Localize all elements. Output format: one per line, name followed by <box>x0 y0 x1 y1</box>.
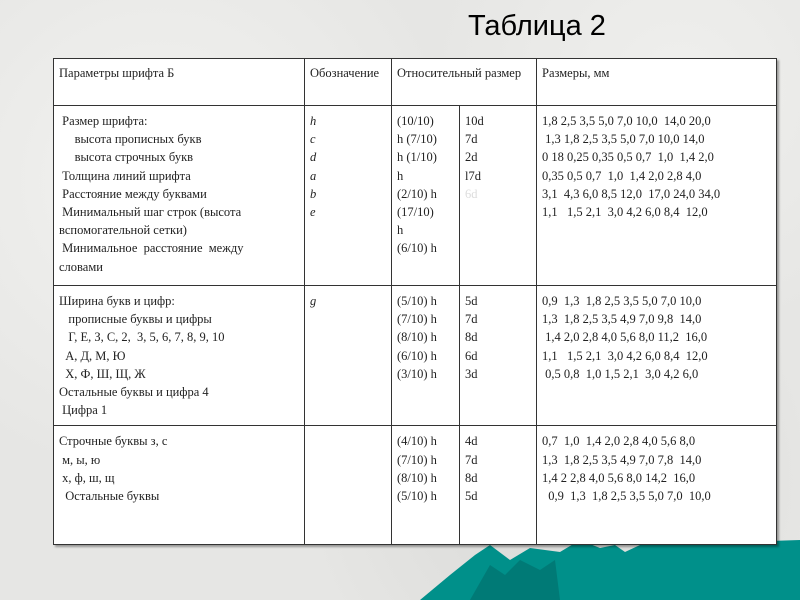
table-row: Строчные буквы з, с м, ы, ю х, ф, ш, щ О… <box>53 425 777 545</box>
sizes-line: 1,8 2,5 3,5 5,0 7,0 10,0 14,0 20,0 <box>542 114 711 128</box>
sizes-line: 0,7 1,0 1,4 2,0 2,8 4,0 5,6 8,0 <box>542 434 696 449</box>
params-cell: Ширина букв и цифр: прописные буквы и ци… <box>53 284 305 427</box>
params-line: Остальные буквы <box>59 489 160 504</box>
params-line: м, ы, ю <box>59 452 101 467</box>
sizes-line: 1,1 1,5 2,1 3,0 4,2 6,0 8,4 12,0 <box>542 348 708 363</box>
symbols-line: b <box>310 186 317 201</box>
sizes-line: 0,35 0,5 0,7 1,0 1,4 2,0 2,8 4,0 <box>542 168 702 183</box>
relative-line: (4/10) h <box>397 434 437 449</box>
symbols-line: d <box>310 150 317 165</box>
relative-line: (5/10) h <box>397 294 437 308</box>
symbols-line: g <box>310 294 317 308</box>
params-line: Минимальный шаг строк (высота <box>59 205 242 220</box>
d-values-line: 5d <box>465 294 478 308</box>
relative-line: h <box>397 223 404 238</box>
relative-line: (8/10) h <box>397 470 437 485</box>
relative-line: (10/10) <box>397 114 434 128</box>
relative-line: (6/10) h <box>397 241 437 256</box>
sizes-cell: 0,7 1,0 1,4 2,0 2,8 4,0 5,6 8,0 1,3 1,8 2… <box>536 425 777 545</box>
sizes-line: 1,3 1,8 2,5 3,5 5,0 7,0 10,0 14,0 <box>542 132 705 147</box>
params-line: Размер шрифта: <box>59 114 148 128</box>
params-line: высота прописных букв <box>59 132 202 147</box>
font-parameters-table: Параметры шрифта Б Обозначение Относител… <box>53 58 777 545</box>
params-line: Х, Ф, Ш, Щ, Ж <box>59 366 146 381</box>
params-line: словами <box>59 259 103 274</box>
table-row: Ширина букв и цифр: прописные буквы и ци… <box>53 284 777 427</box>
relative-line: (6/10) h <box>397 348 437 363</box>
relative-line: (2/10) h <box>397 186 437 201</box>
relative-cell: (10/10) h (7/10) h (1/10) h (2/10) h (17/10) h… <box>391 105 460 286</box>
d-values-line: 2d <box>465 150 478 165</box>
params-line: Цифра 1 <box>59 403 108 418</box>
sizes-cell: 0,9 1,3 1,8 2,5 3,5 5,0 7,0 10,0 1,3 1,8 … <box>536 284 777 427</box>
d-values-line: 7d <box>465 132 478 147</box>
d-values-line: 6d <box>465 186 478 201</box>
d-values-line: l7d <box>465 168 481 183</box>
symbol-cell: g <box>304 284 392 427</box>
params-line: Минимальное расстояние между <box>59 241 244 256</box>
sizes-line: 0 18 0,25 0,35 0,5 0,7 1,0 1,4 2,0 <box>542 150 714 165</box>
d-values-line: 6d <box>465 348 478 363</box>
sizes-line: 0,5 0,8 1,0 1,5 2,1 3,0 4,2 6,0 <box>542 366 699 381</box>
params-line: Расстояние между буквами <box>59 186 207 201</box>
header-symbol: Обозначение <box>304 58 392 106</box>
sizes-line: 1,3 1,8 2,5 3,5 4,9 7,0 7,8 14,0 <box>542 452 702 467</box>
table-header-row: Параметры шрифта Б Обозначение Относител… <box>53 58 777 106</box>
d-value-cell: 10d 7d 2d l7d 6d <box>459 105 537 286</box>
table-row: Размер шрифта: высота прописных букв выс… <box>53 105 777 286</box>
sizes-line: 1,1 1,5 2,1 3,0 4,2 6,0 8,4 12,0 <box>542 205 708 220</box>
params-line: высота строчных букв <box>59 150 194 165</box>
relative-line: h (7/10) <box>397 132 437 147</box>
d-values-line: 5d <box>465 489 478 504</box>
relative-line: (3/10) h <box>397 366 437 381</box>
relative-line: (5/10) h <box>397 489 437 504</box>
params-line: Ширина букв и цифр: <box>59 294 175 308</box>
symbols-line: e <box>310 205 316 220</box>
d-values-line: 8d <box>465 330 478 345</box>
header-params: Параметры шрифта Б <box>53 58 305 106</box>
d-values-line: 3d <box>465 366 478 381</box>
params-cell: Строчные буквы з, с м, ы, ю х, ф, ш, щ О… <box>53 425 305 545</box>
d-value-cell: 4d 7d 8d 5d <box>459 425 537 545</box>
params-line: вспомогательной сетки) <box>59 223 187 238</box>
params-line: А, Д, М, Ю <box>59 348 126 363</box>
relative-line: (8/10) h <box>397 330 437 345</box>
relative-line: h (1/10) <box>397 150 437 165</box>
relative-line: (17/10) <box>397 205 434 220</box>
sizes-line: 1,3 1,8 2,5 3,5 4,9 7,0 9,8 14,0 <box>542 312 702 327</box>
relative-line: (7/10) h <box>397 312 437 327</box>
header-sizes: Размеры, мм <box>536 58 777 106</box>
symbol-cell <box>304 425 392 545</box>
slide-title: Таблица 2 <box>468 10 606 42</box>
sizes-line: 0,9 1,3 1,8 2,5 3,5 5,0 7,0 10,0 <box>542 489 711 504</box>
symbols-line: h <box>310 114 317 128</box>
relative-line: h <box>397 168 404 183</box>
params-line: Толщина линий шрифта <box>59 168 191 183</box>
d-values-line: 7d <box>465 312 478 327</box>
d-values-line: 10d <box>465 114 484 128</box>
d-values-line: 4d <box>465 434 478 449</box>
d-value-cell: 5d 7d 8d 6d 3d <box>459 284 537 427</box>
relative-cell: (5/10) h (7/10) h (8/10) h (6/10) h (3/10) h <box>391 284 460 427</box>
params-line: Г, Е, З, С, 2, 3, 5, 6, 7, 8, 9, 10 <box>59 330 225 345</box>
d-values-line: 8d <box>465 470 478 485</box>
header-relative: Относительный размер <box>391 58 537 106</box>
sizes-line: 1,4 2,0 2,8 4,0 5,6 8,0 11,2 16,0 <box>542 330 708 345</box>
params-line: Остальные буквы и цифра 4 <box>59 385 209 400</box>
d-values-line: 7d <box>465 452 478 467</box>
relative-line: (7/10) h <box>397 452 437 467</box>
params-cell: Размер шрифта: высота прописных букв выс… <box>53 105 305 286</box>
sizes-line: 0,9 1,3 1,8 2,5 3,5 5,0 7,0 10,0 <box>542 294 702 308</box>
sizes-line: 3,1 4,3 6,0 8,5 12,0 17,0 24,0 34,0 <box>542 186 721 201</box>
params-line: Строчные буквы з, с <box>59 434 168 449</box>
sizes-cell: 1,8 2,5 3,5 5,0 7,0 10,0 14,0 20,0 1,3 1… <box>536 105 777 286</box>
sizes-line: 1,4 2 2,8 4,0 5,6 8,0 14,2 16,0 <box>542 470 696 485</box>
relative-cell: (4/10) h (7/10) h (8/10) h (5/10) h <box>391 425 460 545</box>
params-line: прописные буквы и цифры <box>59 312 212 327</box>
symbols-line: c <box>310 132 316 147</box>
params-line: х, ф, ш, щ <box>59 470 115 485</box>
symbols-line: a <box>310 168 317 183</box>
